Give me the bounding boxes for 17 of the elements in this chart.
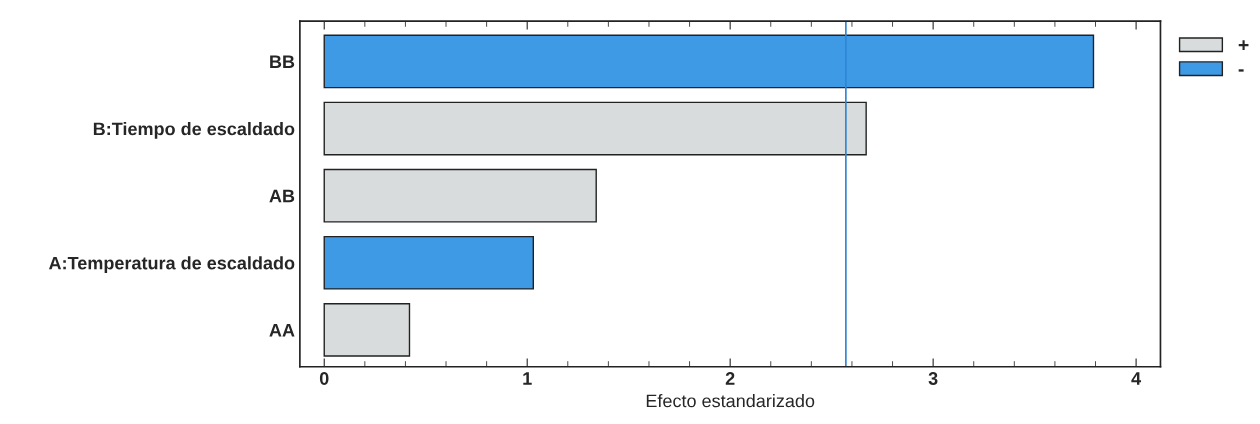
x-tick-label: 3: [928, 372, 938, 385]
y-tick-label: AA: [269, 323, 295, 337]
y-tick-label: B:Tiempo de escaldado: [93, 122, 295, 139]
bar: [323, 168, 597, 223]
bar: [323, 34, 1095, 89]
x-axis-title: Efecto estandarizado: [646, 394, 815, 408]
bar: [323, 101, 867, 156]
bar: [323, 235, 534, 290]
y-tick-label: A:Temperatura de escaldado: [48, 256, 295, 274]
legend-label: +: [1238, 40, 1249, 51]
x-tick-label: 0: [319, 372, 329, 385]
x-tick-label: 4: [1131, 372, 1142, 385]
legend-label: -: [1238, 69, 1244, 72]
y-tick-label: BB: [270, 55, 295, 68]
x-tick-label: 2: [725, 372, 735, 385]
x-tick-label: 1: [523, 372, 532, 385]
y-tick-label: AB: [269, 189, 295, 203]
